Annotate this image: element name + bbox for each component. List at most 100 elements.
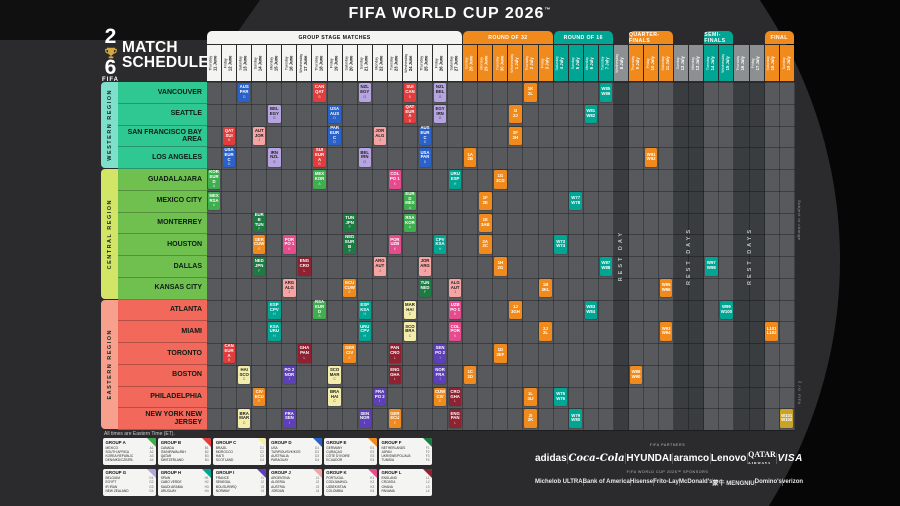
legend-team-row: BRAZIL C1	[216, 446, 264, 450]
team-code-home: AUS	[239, 84, 249, 90]
legend-team-slot: E3	[370, 454, 375, 459]
grid-column-10	[357, 82, 373, 430]
date-header-label: Sunday 28 June	[464, 55, 474, 71]
city-row-kansas-city: KANSAS CITY	[118, 277, 207, 300]
team-code-away: NED	[420, 284, 430, 290]
match-cell: BEL IRN G	[358, 148, 371, 167]
team-code-home: USA	[224, 147, 234, 153]
legend-team-row: ECUADOR E4	[326, 458, 374, 462]
sponsor-logo-蒙牛-mengniu: 蒙牛 MENGNIU	[713, 478, 755, 487]
legend-team-name: NORWAY	[215, 488, 230, 493]
group-letter: F	[258, 227, 261, 232]
team-code-home: 2F	[512, 129, 518, 135]
match-cell: TUN NED F	[418, 278, 432, 298]
legend-team-name: AUSTRIA	[271, 484, 285, 489]
city-label: PHILADELPHIA	[150, 393, 202, 401]
match-cell: BRA MAR C	[237, 409, 251, 428]
team-code-home: AUS	[420, 125, 430, 131]
legend-team-slot: B2	[204, 449, 209, 454]
date-header-28-june: Sunday 28 June	[463, 45, 478, 81]
team-code-away: MEX	[405, 200, 415, 206]
city-row-san-francisco-bay-area: SAN FRANCISCO BAY AREA	[118, 125, 207, 148]
grid-column-22	[538, 82, 554, 430]
group-letter: K	[393, 181, 396, 186]
section-band-group-stage-matches: GROUP STAGE MATCHES	[207, 31, 463, 44]
team-code-away: IRN	[436, 110, 444, 116]
group-letter: D	[242, 94, 246, 99]
team-code-away: TUN	[254, 222, 264, 228]
grid-column-19	[493, 82, 509, 430]
legend-team-slot: L3	[425, 484, 430, 489]
team-code-away: JPN	[345, 219, 354, 225]
legend-team-name: TUNISIA	[381, 458, 395, 463]
legend-team-name: SOUTH AFRICA	[105, 449, 130, 454]
group-letter: L	[454, 399, 457, 404]
rest-day-label: REST DAYS	[734, 82, 764, 430]
group-letter: H	[453, 181, 457, 186]
grid-column-32	[689, 82, 705, 430]
date-header-label: Wednesday 17 June	[299, 53, 309, 73]
date-header-12-july: Sunday 12 July	[674, 45, 689, 81]
match-schedule-logo: 2 6 FIFA MATCH SCHEDULE	[102, 26, 209, 83]
match-cell: SCO MAR C	[328, 365, 341, 385]
team-code-home: SUI	[315, 147, 324, 153]
city-row-seattle: SEATTLE	[118, 103, 207, 126]
grid-column-2	[237, 82, 253, 430]
grid-column-7	[312, 82, 328, 430]
team-code-home: W81	[586, 108, 596, 114]
logo-words: MATCH SCHEDULE	[122, 40, 209, 71]
grid-column-20	[508, 82, 524, 430]
match-cell: EUR D MEX A	[403, 191, 417, 211]
grid-column-4	[267, 82, 283, 430]
legend-team-row: URUGUAY H4	[161, 489, 209, 493]
sponsor-text: HYUNDAI	[626, 452, 672, 464]
date-header-5-july: Sunday 5 July	[568, 45, 583, 81]
grid-row-line	[207, 364, 795, 366]
team-code-away: W82	[586, 112, 596, 118]
region-label: CENTRAL REGION	[106, 198, 113, 269]
team-code-home: CIV	[255, 388, 263, 394]
group-letter: B	[318, 162, 321, 167]
team-code-away: ARG	[420, 263, 430, 269]
date-header-label: Friday 26 June	[434, 55, 444, 71]
team-code-away: EUR D	[314, 304, 325, 315]
grid-column-33	[704, 82, 720, 430]
team-code-away: EGY	[269, 110, 279, 116]
group-letter: K	[393, 246, 396, 251]
city-row-guadalajara: GUADALAJARA	[118, 169, 207, 191]
legend-team-slot: A1	[149, 445, 154, 450]
legend-color-swatch	[257, 438, 267, 447]
team-code-away: EUR C	[224, 152, 234, 162]
date-header-label: Monday 6 July	[585, 56, 595, 70]
team-code-home: GHA	[299, 345, 310, 351]
team-code-away: ALG	[284, 284, 294, 290]
grid-column-27	[613, 82, 629, 430]
logo-word-schedule: SCHEDULE	[122, 54, 209, 71]
team-code-home: W87	[601, 260, 611, 266]
match-cell: W87 W88	[599, 257, 613, 276]
legend-group-a: GROUP A MEXICO A1 SOUTH AFRICA A2 KOREA REPUB…	[103, 438, 156, 465]
grid-column-29	[644, 82, 660, 430]
side-copy: Subject to change	[797, 200, 802, 241]
legend-color-swatch	[367, 468, 377, 478]
legend-team-name: SPAIN	[160, 476, 171, 480]
team-code-away: ECU	[254, 393, 264, 399]
legend-team-slot: G4	[149, 488, 154, 493]
match-cell: CAN QAT B	[313, 83, 326, 102]
match-cell: W79 W80	[569, 409, 582, 428]
sponsor-row-2: Michelob ULTRA Bank of America Hisense Frit…	[535, 476, 803, 488]
legend-team-row: UZBEKISTAN K3	[326, 485, 374, 489]
team-code-away: PO 1	[389, 176, 400, 182]
legend-team-name: URUGUAY	[160, 488, 177, 493]
grid-column-3	[252, 82, 268, 430]
team-code-home: 1J	[513, 303, 518, 309]
city-label: KANSAS CITY	[154, 284, 202, 292]
legend-team-row: TUNISIA F4	[382, 458, 430, 462]
team-code-home: W91	[646, 151, 656, 157]
sponsor-text: Bank of America	[582, 479, 630, 485]
team-code-home: NZL	[360, 84, 369, 90]
date-header-25-june: Thursday 25 June	[417, 45, 433, 81]
team-code-away: 2J	[513, 112, 518, 118]
team-code-home: EGY	[435, 106, 445, 112]
